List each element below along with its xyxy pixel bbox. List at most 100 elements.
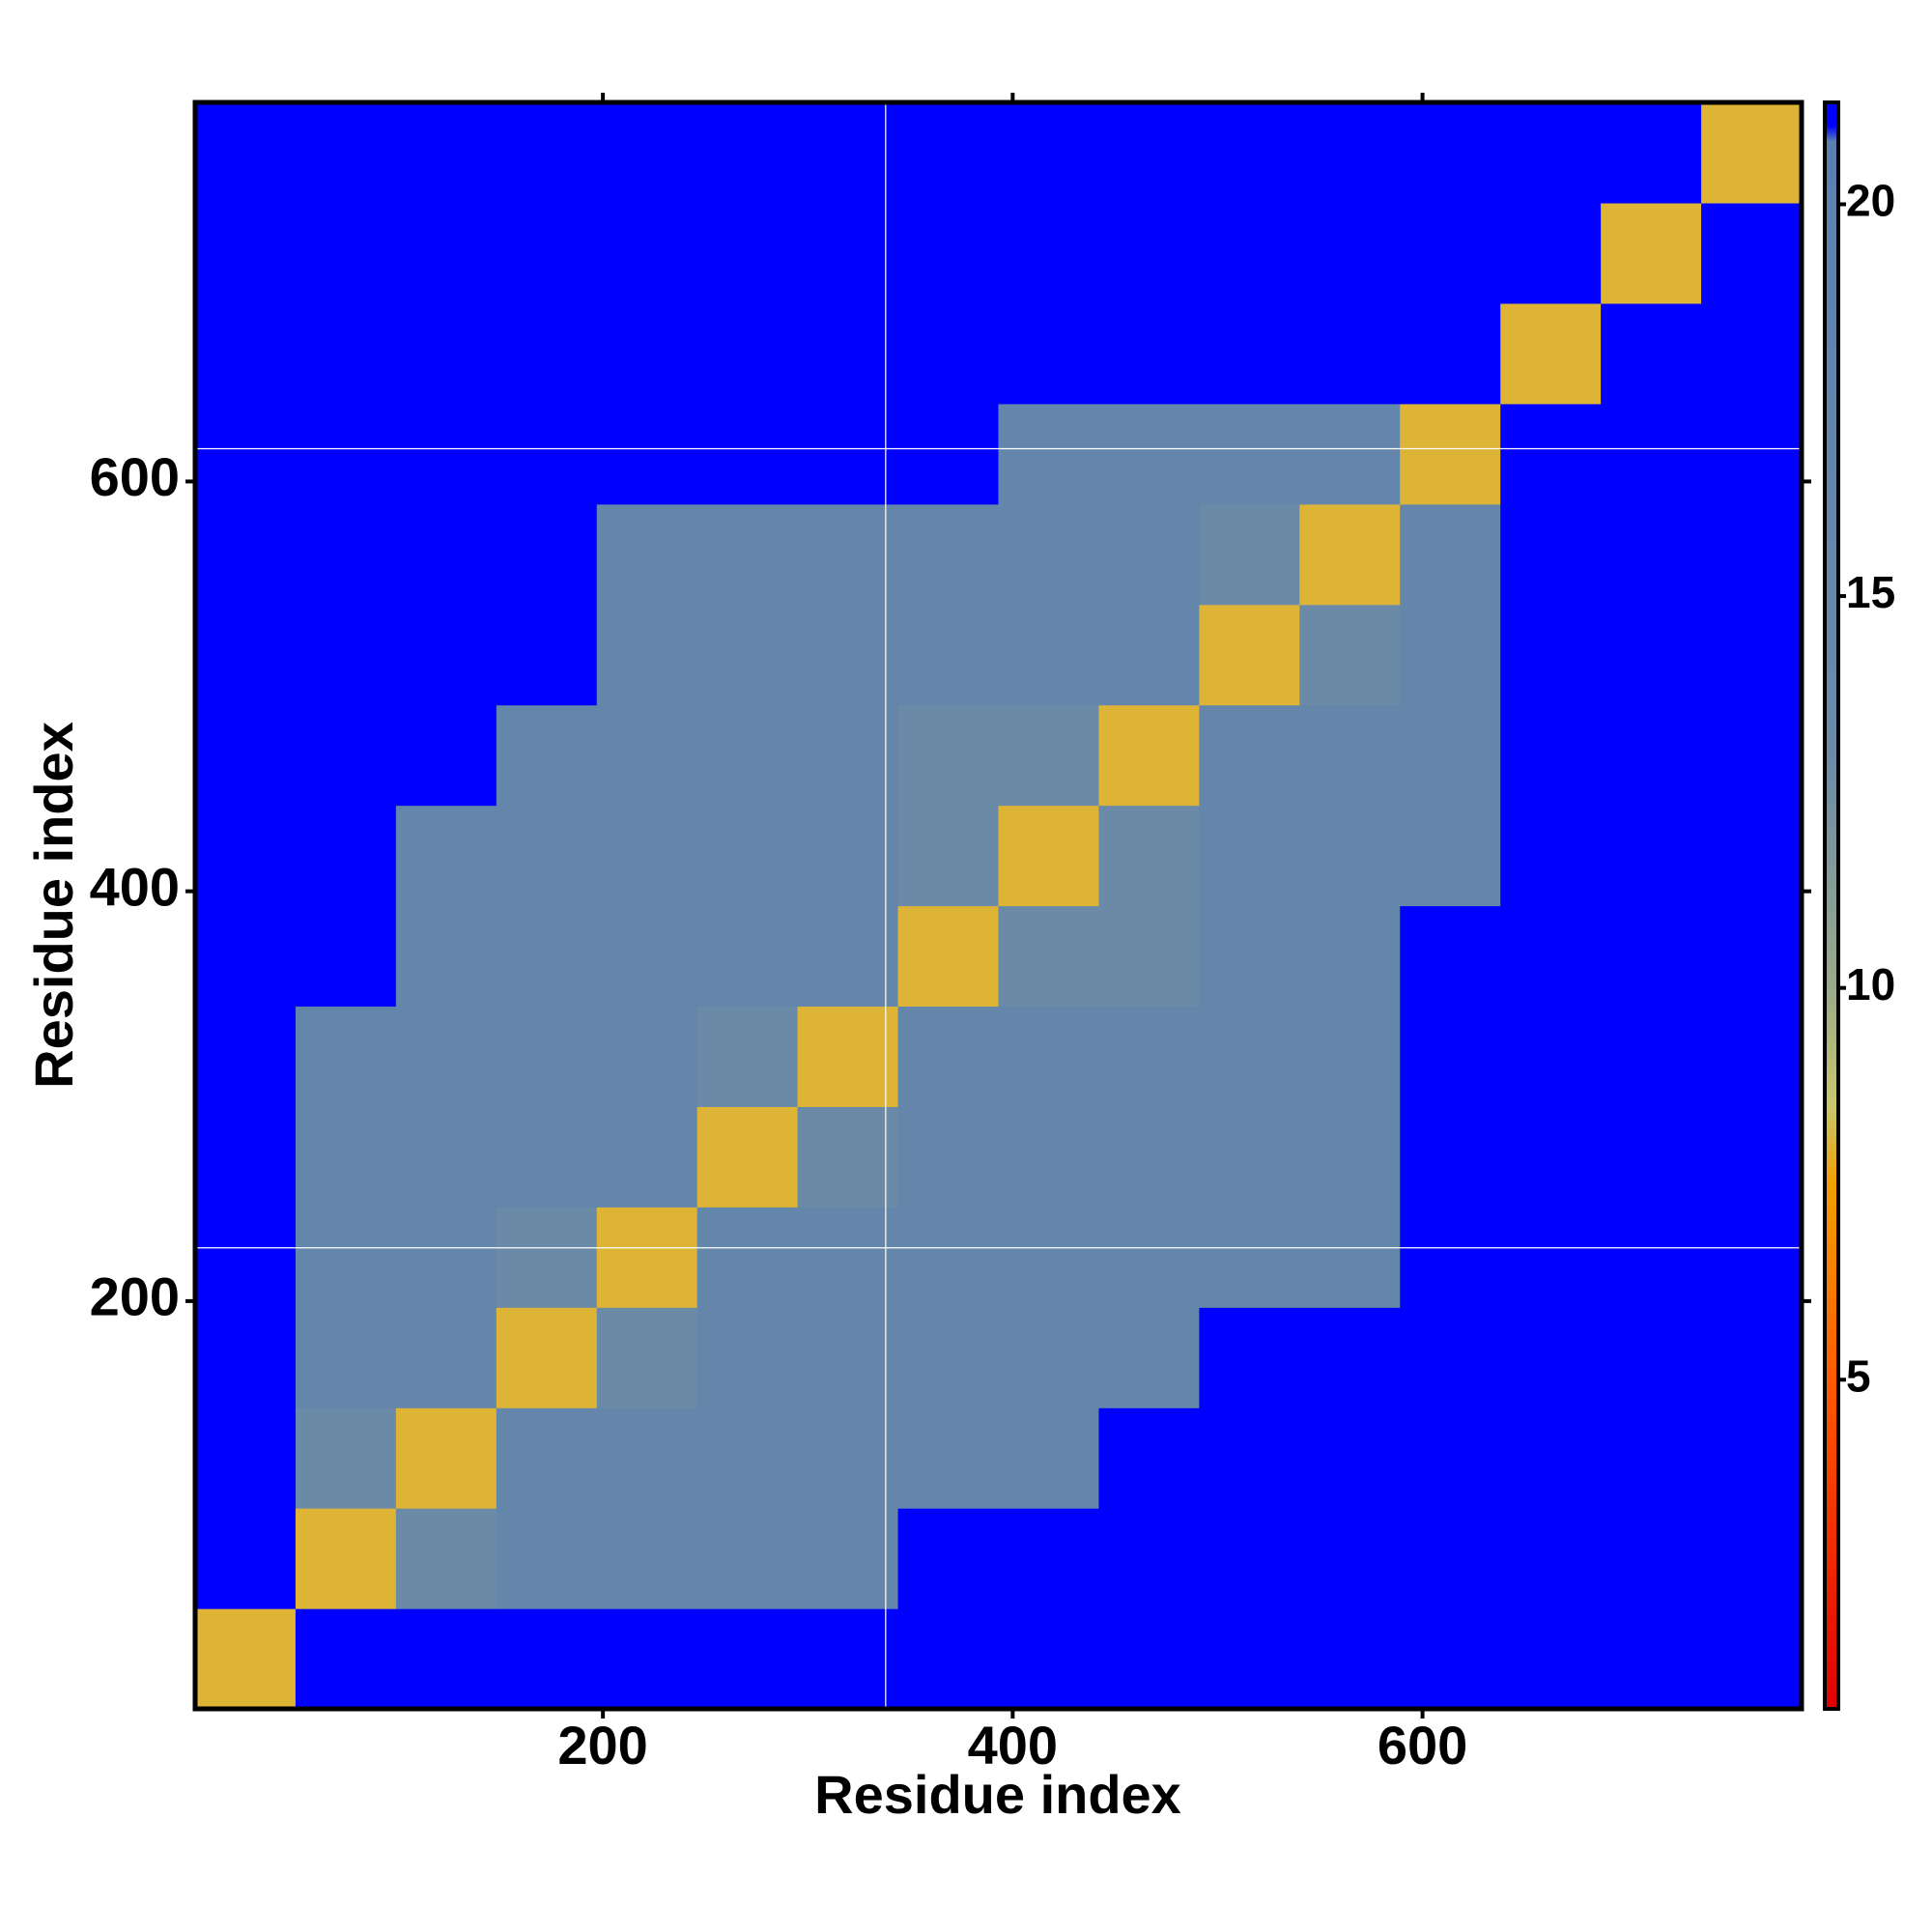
colorbar-tick-label: 20 xyxy=(1846,176,1895,226)
heatmap-cell xyxy=(295,102,397,204)
heatmap-cell xyxy=(496,102,598,204)
heatmap-cell xyxy=(696,102,799,204)
heatmap-cell xyxy=(1601,1608,1702,1710)
heatmap-cell xyxy=(797,1006,899,1107)
heatmap-cell xyxy=(897,604,1000,706)
heatmap-cell xyxy=(295,202,397,304)
heatmap-cell xyxy=(1199,1407,1300,1509)
heatmap-cell xyxy=(596,503,698,606)
heatmap-cell xyxy=(797,202,899,304)
heatmap-cell xyxy=(195,1608,297,1710)
y-tick-label: 400 xyxy=(90,856,180,917)
heatmap-cell xyxy=(496,604,598,706)
heatmap-cell xyxy=(1400,1006,1501,1107)
heatmap-cell xyxy=(1701,1407,1803,1509)
heatmap-cell xyxy=(395,1106,497,1208)
heatmap-cell xyxy=(1701,403,1803,505)
heatmap-cell xyxy=(1500,1207,1602,1308)
heatmap-cell xyxy=(696,905,799,1008)
heatmap-cell xyxy=(897,1006,1000,1107)
heatmap-cell xyxy=(897,1207,1000,1308)
heatmap-cell xyxy=(1199,1608,1300,1710)
heatmap-cell xyxy=(696,805,799,907)
heatmap-cell xyxy=(1199,403,1300,505)
heatmap-cell xyxy=(797,503,899,606)
heatmap-cell xyxy=(395,1307,497,1408)
heatmap-cell xyxy=(1199,1508,1300,1609)
heatmap-cell xyxy=(1199,604,1300,706)
heatmap-cell xyxy=(1098,704,1200,807)
heatmap-cell xyxy=(195,1307,297,1408)
heatmap-cell xyxy=(1400,1106,1501,1208)
heatmap-cell xyxy=(1199,704,1300,807)
heatmap-cell xyxy=(1601,805,1702,907)
heatmap-cell xyxy=(696,1508,799,1609)
axes: 200 400 600 200 400 600 5 10 15 20 xyxy=(90,93,1895,1776)
heatmap-cell xyxy=(1299,202,1401,304)
heatmap-cell xyxy=(897,704,1000,807)
heatmap-cell xyxy=(1601,302,1702,405)
heatmap-cell xyxy=(596,1508,698,1609)
heatmap-cell xyxy=(1098,302,1200,405)
heatmap-cell xyxy=(295,1307,397,1408)
heatmap-cell xyxy=(295,905,397,1008)
heatmap-cell xyxy=(797,604,899,706)
heatmap-cell xyxy=(897,1608,1000,1710)
heatmap-cell xyxy=(1500,1006,1602,1107)
x-tick-label: 600 xyxy=(1378,1715,1467,1776)
heatmap-cell xyxy=(596,102,698,204)
heatmap-cell xyxy=(295,1106,397,1208)
heatmap-cell xyxy=(1701,905,1803,1008)
heatmap-cell xyxy=(998,1106,1100,1208)
y-axis-label: Residue index xyxy=(23,722,84,1089)
heatmap-cell xyxy=(1098,1106,1200,1208)
heatmap-cell xyxy=(1500,403,1602,505)
heatmap-cell xyxy=(696,302,799,405)
heatmap-cell xyxy=(1400,1307,1501,1408)
heatmap-cell xyxy=(897,1106,1000,1208)
heatmap-cell xyxy=(797,1207,899,1308)
x-tick-label: 200 xyxy=(557,1715,647,1776)
colorbar-tick-label: 15 xyxy=(1846,567,1895,617)
heatmap-cell xyxy=(395,302,497,405)
heatmap-cell xyxy=(295,604,397,706)
heatmap-cell xyxy=(1601,1006,1702,1107)
heatmap-cell xyxy=(998,102,1100,204)
heatmap-cell xyxy=(1199,202,1300,304)
heatmap-cell xyxy=(1601,905,1702,1008)
heatmap-cell xyxy=(998,1508,1100,1609)
heatmap-cell xyxy=(1701,1608,1803,1710)
heatmap-cell xyxy=(1500,202,1602,304)
heatmap-cell xyxy=(1701,302,1803,405)
heatmap-cell xyxy=(998,905,1100,1008)
heatmap-cell xyxy=(1500,1407,1602,1509)
heatmap-cell xyxy=(1701,1508,1803,1609)
heatmap-cell xyxy=(195,704,297,807)
heatmap-cell xyxy=(1601,604,1702,706)
heatmap-cell xyxy=(998,403,1100,505)
heatmap-cell xyxy=(295,503,397,606)
heatmap-cell xyxy=(1500,1508,1602,1609)
heatmap-cell xyxy=(395,503,497,606)
heatmap-cell xyxy=(1299,1407,1401,1509)
heatmap-cell xyxy=(1299,1207,1401,1308)
heatmap-cell xyxy=(998,704,1100,807)
heatmap-cell xyxy=(797,302,899,405)
heatmap-cell xyxy=(1199,503,1300,606)
heatmap-cell xyxy=(1299,1006,1401,1107)
heatmap-cell xyxy=(1199,1106,1300,1208)
heatmap-cell xyxy=(596,1407,698,1509)
heatmap-cell xyxy=(395,905,497,1008)
x-tick-label: 400 xyxy=(968,1715,1058,1776)
colorbar xyxy=(1823,100,1840,1711)
heatmap-cell xyxy=(195,604,297,706)
heatmap-cell xyxy=(1500,302,1602,405)
heatmap-cell xyxy=(897,202,1000,304)
heatmap-cell xyxy=(1199,905,1300,1008)
heatmap-cell xyxy=(897,503,1000,606)
heatmap-cell xyxy=(596,403,698,505)
heatmap-cell xyxy=(195,1106,297,1208)
heatmap-cell xyxy=(395,403,497,505)
heatmap-cell xyxy=(496,1407,598,1509)
